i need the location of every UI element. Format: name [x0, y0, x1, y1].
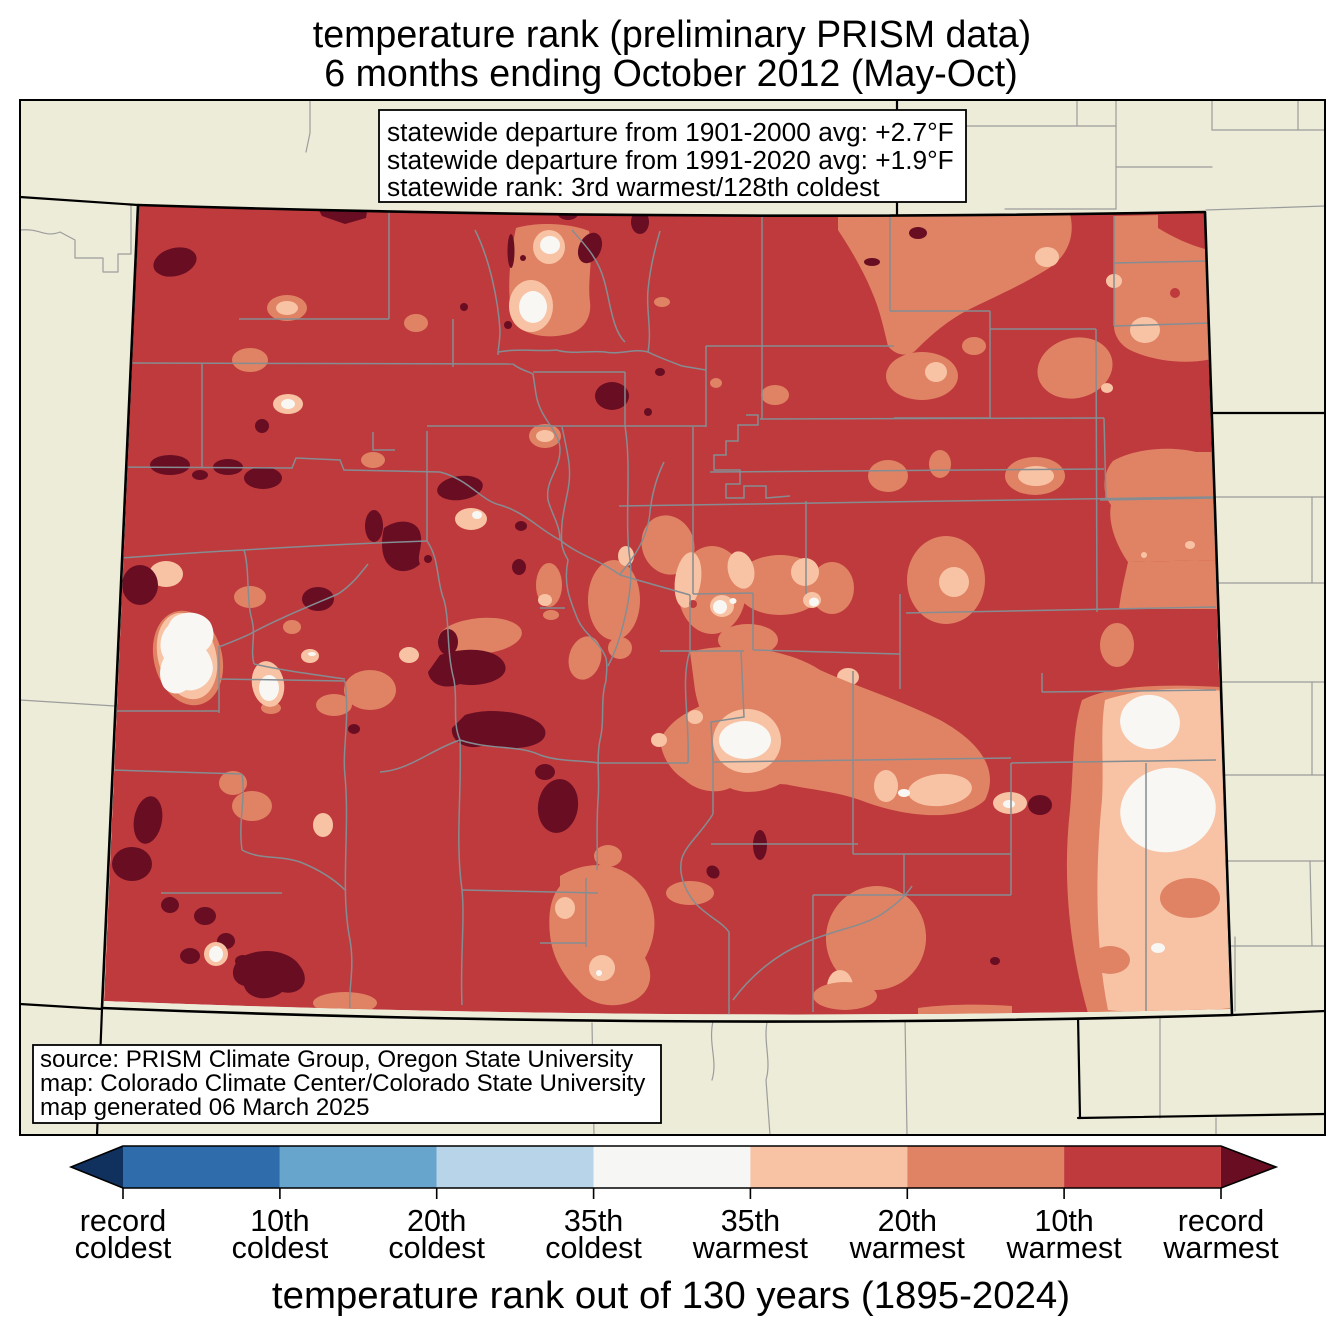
svg-text:warmest: warmest: [849, 1231, 966, 1265]
svg-text:coldest: coldest: [75, 1231, 172, 1265]
svg-text:record: record: [1178, 1204, 1264, 1238]
svg-text:map generated 06 March 2025: map generated 06 March 2025: [40, 1094, 370, 1121]
svg-text:statewide departure from 1991-: statewide departure from 1991-2020 avg: …: [387, 145, 954, 175]
svg-text:warmest: warmest: [1162, 1231, 1279, 1265]
svg-text:20th: 20th: [878, 1204, 937, 1238]
svg-text:20th: 20th: [407, 1204, 466, 1238]
svg-text:coldest: coldest: [232, 1231, 329, 1265]
svg-text:10th: 10th: [1034, 1204, 1093, 1238]
svg-text:6 months ending October 2012 (: 6 months ending October 2012 (May-Oct): [324, 52, 1017, 94]
svg-text:coldest: coldest: [388, 1231, 485, 1265]
svg-text:35th: 35th: [721, 1204, 780, 1238]
svg-text:record: record: [80, 1204, 166, 1238]
svg-text:source: PRISM Climate Group, O: source: PRISM Climate Group, Oregon Stat…: [40, 1046, 633, 1073]
svg-text:35th: 35th: [564, 1204, 623, 1238]
svg-text:warmest: warmest: [1005, 1231, 1122, 1265]
svg-text:10th: 10th: [250, 1204, 309, 1238]
svg-text:temperature rank out of 130 ye: temperature rank out of 130 years (1895-…: [272, 1274, 1070, 1317]
svg-text:coldest: coldest: [545, 1231, 642, 1265]
svg-text:statewide rank: 3rd warmest/12: statewide rank: 3rd warmest/128th coldes…: [387, 172, 880, 202]
svg-text:statewide departure from 1901-: statewide departure from 1901-2000 avg: …: [387, 117, 954, 147]
svg-text:map: Colorado Climate Center/C: map: Colorado Climate Center/Colorado St…: [40, 1070, 645, 1097]
svg-text:warmest: warmest: [692, 1231, 809, 1265]
svg-text:temperature rank (preliminary: temperature rank (preliminary PRISM data…: [313, 13, 1031, 55]
